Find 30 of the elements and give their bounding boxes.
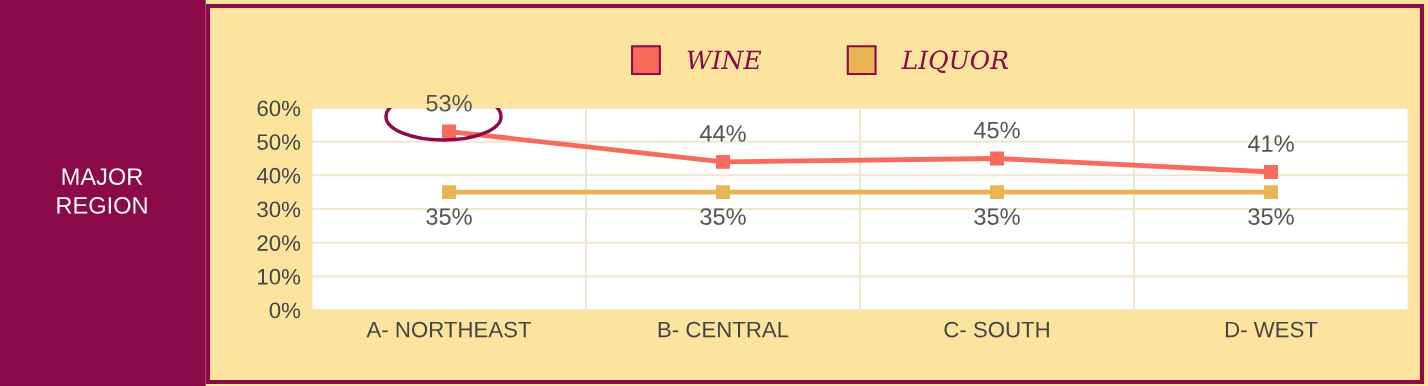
- y-tick-label: 60%: [257, 100, 301, 117]
- legend-label: WINE: [687, 50, 762, 70]
- y-tick-label: 50%: [257, 134, 301, 150]
- x-tick-label: C- SOUTH: [944, 321, 1049, 338]
- point: [442, 124, 456, 139]
- text: 35%: [700, 208, 746, 225]
- text: 53%: [426, 94, 472, 112]
- y-tick-label: 10%: [258, 268, 301, 285]
- point: [1264, 185, 1278, 200]
- point: [716, 185, 730, 200]
- legend-label: LIQUOR: [901, 50, 1009, 73]
- text: 44%: [699, 125, 746, 142]
- text: 41%: [1247, 135, 1294, 152]
- point: [716, 154, 730, 169]
- text: 45%: [973, 121, 1020, 139]
- y-tick-label: 20%: [257, 235, 301, 251]
- text: 35%: [974, 208, 1020, 225]
- x-tick-label: B- CENTRAL: [658, 321, 789, 338]
- point: [442, 185, 456, 200]
- text: 35%: [1248, 208, 1294, 225]
- x-tick-label: D- WEST: [1225, 321, 1318, 338]
- y-tick-label: 40%: [256, 167, 301, 184]
- x-tick-label: A- NORTHEAST: [366, 321, 532, 338]
- y-tick-label: 30%: [257, 201, 301, 218]
- point: [990, 185, 1004, 200]
- text: 35%: [426, 208, 472, 225]
- point: [1264, 165, 1278, 179]
- point: [990, 151, 1004, 166]
- y-axis-title: MAJOR REGION: [57, 168, 147, 214]
- y-tick-label: 0%: [269, 302, 301, 319]
